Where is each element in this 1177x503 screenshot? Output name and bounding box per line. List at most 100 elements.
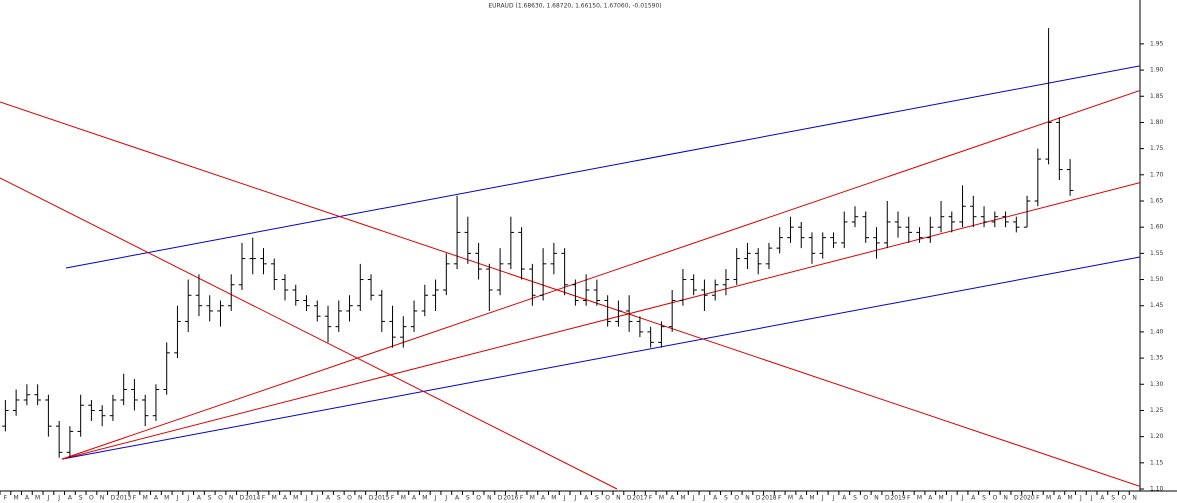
x-tick-label: D [240, 495, 245, 502]
x-tick-label: O [89, 495, 94, 502]
x-tick-label: M [272, 495, 277, 502]
x-tick-label: N [487, 495, 492, 502]
y-tick-label: 1.30 [1150, 381, 1164, 388]
x-tick-label: 2018 [761, 495, 776, 502]
x-tick-label: A [412, 495, 417, 502]
trendline [65, 65, 1140, 269]
y-tick-label: 1.50 [1150, 276, 1164, 283]
x-tick-label: D [1014, 495, 1019, 502]
x-tick-label: M [551, 495, 556, 502]
chart-title: EURAUD (1.68630, 1.68720, 1.66150, 1.670… [488, 3, 661, 10]
x-tick-label: S [79, 495, 83, 502]
x-tick-label: A [842, 495, 847, 502]
y-tick-label: 1.95 [1150, 40, 1164, 47]
x-tick-label: 2020 [1019, 495, 1034, 502]
x-tick-label: 2015 [374, 495, 389, 502]
trendline [61, 182, 1140, 460]
x-tick-label: D [756, 495, 761, 502]
y-tick-label: 1.25 [1150, 407, 1164, 414]
x-tick-label: A [154, 495, 159, 502]
trendline [61, 256, 1140, 460]
x-tick-label: M [14, 495, 19, 502]
x-tick-label: F [907, 495, 911, 502]
x-tick-label: J [186, 495, 189, 502]
x-tick-label: O [347, 495, 352, 502]
x-tick-label: M [401, 495, 406, 502]
x-tick-label: D [111, 495, 116, 502]
x-tick-label: F [778, 495, 782, 502]
y-tick-label: 1.70 [1150, 171, 1164, 178]
x-tick-label: M [788, 495, 793, 502]
x-tick-label: M [1046, 495, 1051, 502]
x-tick-label: A [670, 495, 675, 502]
x-tick-label: S [1111, 495, 1115, 502]
x-tick-label: J [315, 495, 318, 502]
x-tick-label: M [680, 495, 685, 502]
x-tick-label: F [262, 495, 266, 502]
x-tick-label: D [627, 495, 632, 502]
x-tick-label: S [208, 495, 212, 502]
x-tick-label: A [713, 495, 718, 502]
y-tick-label: 1.75 [1150, 145, 1164, 152]
x-tick-label: J [305, 495, 308, 502]
trendline [0, 101, 1140, 487]
x-tick-label: A [283, 495, 288, 502]
trendline [0, 177, 618, 490]
x-tick-label: N [229, 495, 234, 502]
x-tick-label: A [541, 495, 546, 502]
x-tick-label: S [982, 495, 986, 502]
x-tick-label: M [422, 495, 427, 502]
y-tick-label: 1.15 [1150, 459, 1164, 466]
x-tick-label: J [703, 495, 706, 502]
x-tick-label: A [197, 495, 202, 502]
x-tick-label: J [573, 495, 576, 502]
x-tick-label: J [821, 495, 824, 502]
x-tick-label: O [476, 495, 481, 502]
x-tick-label: J [563, 495, 566, 502]
x-tick-label: 2013 [116, 495, 131, 502]
x-tick-label: O [1122, 495, 1127, 502]
x-tick-label: N [358, 495, 363, 502]
x-tick-label: J [176, 495, 179, 502]
y-tick-label: 1.80 [1150, 119, 1164, 126]
x-tick-label: N [745, 495, 750, 502]
y-tick-label: 1.60 [1150, 224, 1164, 231]
x-tick-label: J [1079, 495, 1082, 502]
x-tick-label: D [498, 495, 503, 502]
y-tick-label: 1.85 [1150, 93, 1164, 100]
x-tick-label: 2014 [245, 495, 260, 502]
y-tick-label: 1.20 [1150, 433, 1164, 440]
x-tick-label: F [520, 495, 524, 502]
x-tick-label: 2017 [632, 495, 647, 502]
x-tick-label: A [584, 495, 589, 502]
x-tick-label: O [605, 495, 610, 502]
x-tick-label: A [455, 495, 460, 502]
x-tick-label: M [809, 495, 814, 502]
x-tick-label: N [616, 495, 621, 502]
price-bars [2, 28, 1074, 458]
x-tick-label: J [444, 495, 447, 502]
y-tick-label: 1.10 [1150, 486, 1164, 493]
x-tick-label: J [832, 495, 835, 502]
x-tick-label: A [1057, 495, 1062, 502]
x-tick-label: J [950, 495, 953, 502]
x-tick-label: O [992, 495, 997, 502]
x-tick-label: N [100, 495, 105, 502]
y-tick-label: 1.40 [1150, 328, 1164, 335]
y-tick-label: 1.45 [1150, 302, 1164, 309]
x-tick-label: O [218, 495, 223, 502]
x-tick-label: F [1036, 495, 1040, 502]
x-tick-label: F [4, 495, 8, 502]
x-tick-label: S [337, 495, 341, 502]
x-tick-label: O [734, 495, 739, 502]
x-tick-label: 2016 [503, 495, 518, 502]
x-tick-label: N [874, 495, 879, 502]
x-tick-label: M [530, 495, 535, 502]
trendlines [0, 65, 1140, 490]
x-tick-label: 2019 [890, 495, 905, 502]
x-tick-label: S [595, 495, 599, 502]
x-tick-label: M [293, 495, 298, 502]
x-tick-label: F [391, 495, 395, 502]
x-tick-label: D [885, 495, 890, 502]
x-tick-label: A [1100, 495, 1105, 502]
